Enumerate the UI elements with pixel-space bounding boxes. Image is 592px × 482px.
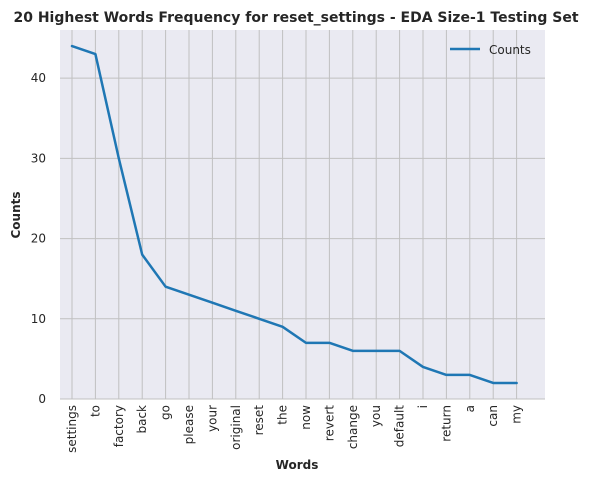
series-line-counts (70, 44, 518, 385)
x-tick-label: change (346, 405, 360, 449)
x-axis-title: Words (276, 458, 319, 472)
x-tick-label: back (135, 405, 149, 434)
x-tick-label: revert (322, 405, 336, 441)
x-tick-label: return (439, 405, 453, 442)
x-tick-label: default (393, 405, 407, 448)
x-tick-label: now (299, 405, 313, 430)
y-tick-label: 0 (38, 392, 46, 406)
x-tick-label: you (369, 405, 383, 427)
x-tick-label: your (205, 405, 219, 432)
y-axis-ticks: 0 10 20 30 40 (31, 71, 46, 406)
x-tick-label: factory (112, 405, 126, 447)
y-tick-label: 30 (31, 151, 46, 165)
x-tick-label: please (182, 405, 196, 444)
legend-label-counts: Counts (489, 43, 531, 57)
x-tick-label: the (276, 405, 290, 425)
plot-area (60, 30, 545, 399)
x-tick-label: i (416, 405, 430, 408)
series-layer (70, 44, 518, 385)
x-tick-label: original (229, 405, 243, 450)
x-tick-label: my (510, 405, 524, 424)
x-tick-label: can (486, 405, 500, 427)
chart-title: 20 Highest Words Frequency for reset_set… (13, 10, 578, 26)
x-tick-label: to (88, 405, 102, 417)
legend: Counts (450, 43, 531, 57)
x-tick-label: a (463, 405, 477, 412)
y-tick-label: 40 (31, 71, 46, 85)
grid-lines (60, 30, 545, 400)
y-tick-label: 20 (31, 232, 46, 246)
x-tick-label: reset (252, 405, 266, 436)
x-axis-ticks: settings to factory back go please your origina… (65, 405, 524, 453)
x-tick-label: settings (65, 405, 79, 453)
y-axis-title: Counts (9, 191, 23, 238)
x-tick-label: go (159, 405, 173, 420)
y-tick-label: 10 (31, 312, 46, 326)
